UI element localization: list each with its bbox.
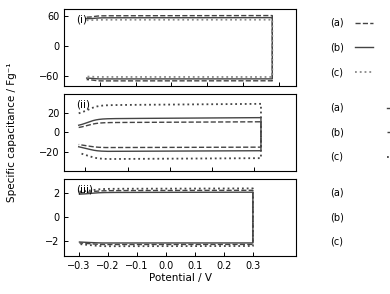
Text: (c): (c) — [330, 237, 343, 247]
Text: Specific capacitance / Fg⁻¹: Specific capacitance / Fg⁻¹ — [7, 63, 17, 202]
Text: (a): (a) — [330, 103, 344, 113]
Text: (b): (b) — [330, 212, 344, 222]
Text: (c): (c) — [330, 152, 343, 162]
Text: (a): (a) — [330, 188, 344, 198]
Text: (iii): (iii) — [76, 185, 93, 195]
X-axis label: Potential / V: Potential / V — [149, 273, 212, 283]
Text: (i): (i) — [76, 15, 87, 25]
Text: (c): (c) — [330, 67, 343, 77]
Text: (a): (a) — [330, 18, 344, 28]
Text: (ii): (ii) — [76, 100, 90, 110]
Text: (b): (b) — [330, 127, 344, 137]
Text: (b): (b) — [330, 42, 344, 52]
